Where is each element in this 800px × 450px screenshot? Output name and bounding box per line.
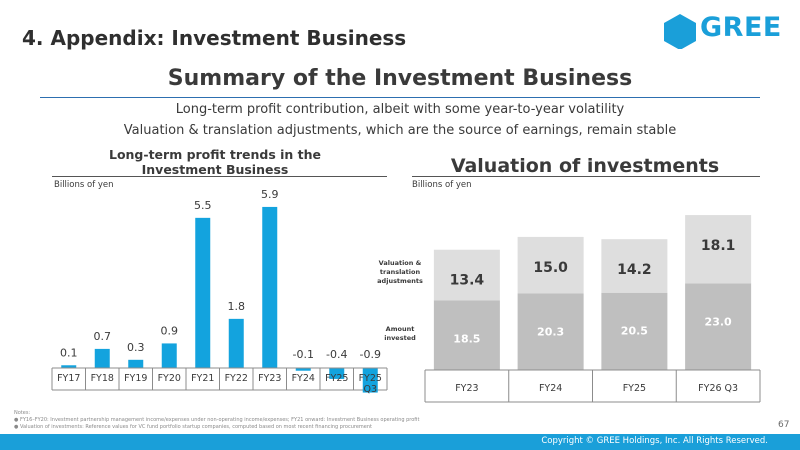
profit-bar: [61, 365, 77, 368]
valuation-chart-title: Valuation of investments: [450, 155, 720, 177]
logo-text: GREE: [700, 12, 782, 43]
profit-tick-label: FY19: [124, 373, 147, 384]
notes-line-1: ● FY16–FY20: Investment partnership mana…: [14, 417, 420, 423]
profit-tick-label: FY17: [57, 373, 80, 384]
profit-tick-label: FY20: [158, 373, 181, 384]
valuation-adjustment-label: 14.2: [617, 262, 652, 278]
valuation-bar-adjustments: [433, 249, 500, 301]
valuation-bar-adjustments: [685, 215, 752, 284]
valuation-bar-adjustments: [601, 239, 668, 293]
valuation-adjustment-label: 13.4: [450, 273, 485, 289]
profit-chart-divider: [52, 176, 387, 177]
profit-value-label: 0.1: [60, 346, 78, 359]
valuation-bar-invested: [517, 293, 584, 370]
series-label-adjustments: translation: [380, 268, 421, 276]
valuation-invested-label: 23.0: [705, 315, 732, 328]
valuation-tick-label: FY23: [455, 383, 478, 394]
profit-tick-label: FY25: [359, 373, 382, 384]
profit-chart-units: Billions of yen: [54, 180, 114, 190]
profit-value-label: -0.9: [360, 348, 381, 361]
notes-line-2: ● Valuation of investments: Reference va…: [14, 424, 373, 430]
profit-bar: [195, 217, 211, 368]
valuation-invested-label: 20.5: [621, 325, 648, 338]
profit-tick-label: FY22: [225, 373, 248, 384]
notes-heading: Notes:: [14, 410, 31, 416]
profit-bar: [362, 368, 378, 393]
logo-hexagon-icon: [664, 14, 696, 49]
subtitle-line-2: Valuation & translation adjustments, whi…: [123, 123, 677, 138]
profit-bar: [94, 348, 110, 368]
page-number: 67: [778, 420, 790, 430]
series-label-adjustments: adjustments: [377, 277, 423, 285]
profit-bar: [295, 368, 311, 371]
profit-tick-label: FY25: [325, 373, 348, 384]
valuation-tick-label: FY26 Q3: [698, 383, 738, 394]
profit-bar: [161, 343, 177, 368]
profit-tick-label: Q3: [363, 384, 377, 395]
profit-chart: 0.1 FY17 0.7 FY18 0.3 FY19 0.9 FY20 5.5 FY21 1.8 FY…: [51, 188, 388, 395]
page-title: Summary of the Investment Business: [167, 66, 633, 91]
gree-logo: [664, 14, 696, 49]
footer-bar: Copyright © GREE Holdings, Inc. All Righ…: [0, 434, 800, 450]
profit-bar: [329, 368, 345, 379]
subtitle-line-1: Long-term profit contribution, albeit wi…: [175, 102, 625, 117]
notes: Notes: ● FY16–FY20: Investment partnersh…: [14, 410, 419, 431]
profit-value-label: 5.9: [261, 188, 279, 201]
profit-tick-label: FY23: [258, 373, 281, 384]
valuation-chart-units: Billions of yen: [412, 180, 472, 190]
valuation-bar-invested: [685, 283, 752, 370]
title-divider: [40, 97, 760, 98]
valuation-adjustment-label: 18.1: [701, 238, 736, 254]
valuation-invested-label: 20.3: [537, 325, 564, 338]
series-label-adjustments: Valuation &: [379, 259, 422, 267]
profit-value-label: 1.8: [228, 300, 246, 313]
profit-value-label: 0.3: [127, 341, 145, 354]
profit-value-label: 0.9: [161, 324, 179, 337]
profit-value-label: 0.7: [94, 330, 112, 343]
section-title: 4. Appendix: Investment Business: [22, 26, 407, 50]
valuation-tick-label: FY24: [539, 383, 562, 394]
profit-bar: [228, 318, 244, 368]
profit-tick-label: FY21: [191, 373, 214, 384]
profit-bar: [128, 359, 144, 368]
valuation-bar-invested: [433, 300, 500, 370]
series-label-invested: Amount: [386, 325, 415, 333]
valuation-adjustment-label: 15.0: [533, 260, 568, 276]
profit-chart-title: Long-term profit trends in the Investmen…: [108, 147, 322, 177]
profit-tick-label: FY24: [292, 373, 315, 384]
profit-value-label: -0.1: [293, 348, 314, 361]
valuation-tick-label: FY25: [623, 383, 646, 394]
valuation-invested-label: 18.5: [453, 332, 480, 345]
copyright-text: Copyright © GREE Holdings, Inc. All Righ…: [541, 436, 768, 446]
profit-tick-label: FY18: [91, 373, 114, 384]
profit-value-label: -0.4: [326, 348, 347, 361]
profit-bar: [262, 206, 278, 368]
series-label-invested: invested: [384, 334, 416, 342]
valuation-chart-divider: [412, 176, 760, 177]
profit-value-label: 5.5: [194, 199, 212, 212]
valuation-bar-adjustments: [517, 236, 584, 294]
valuation-bar-invested: [601, 292, 668, 370]
valuation-chart: 18.5 13.4 FY23 20.3 15.0 FY24 20.5 14.2 FY25 23.0…: [377, 215, 761, 403]
